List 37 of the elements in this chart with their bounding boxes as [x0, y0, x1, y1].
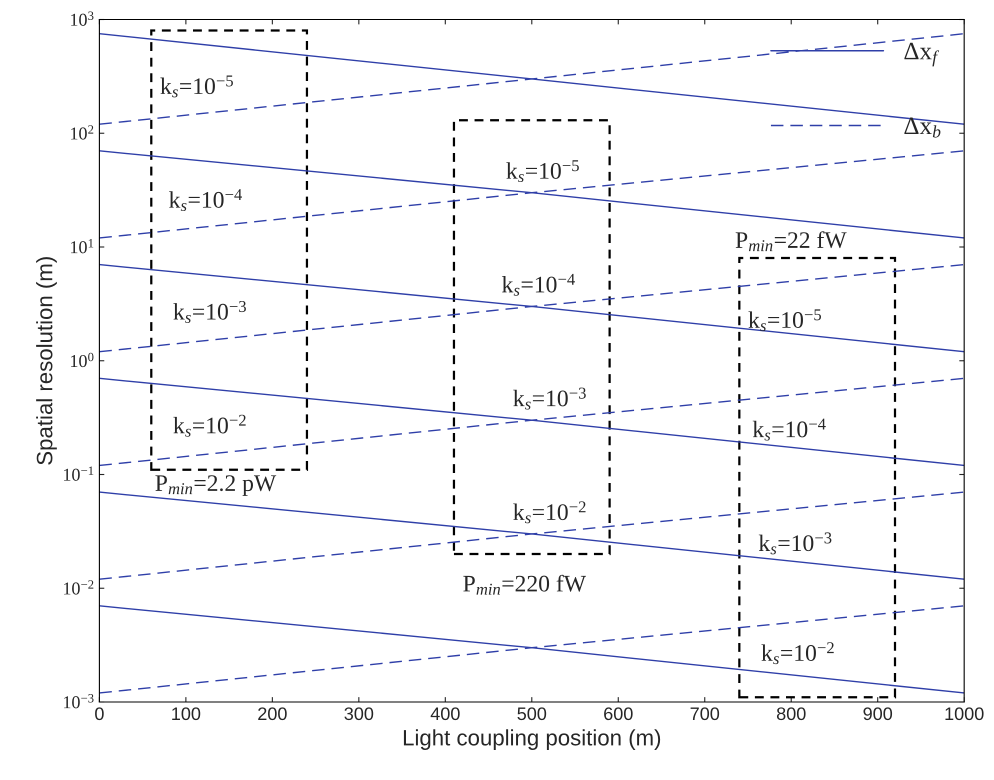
- x-tick-label: 300: [344, 707, 374, 720]
- x-tick-label: 200: [258, 707, 287, 720]
- annotation: k$_{s}$=10$^{−3}$: [173, 300, 246, 323]
- legend-label: Δx$_{f}$: [904, 42, 940, 66]
- annotation: k$_{s}$=10$^{−5}$: [748, 309, 822, 332]
- annotation: P$_{min}$=220 fW: [463, 574, 586, 595]
- annotation: P$_{min}$=2.2 pW: [155, 475, 276, 496]
- x-tick-label: 700: [690, 707, 720, 720]
- annotation: P$_{min}$=22 fW: [736, 231, 847, 252]
- x-tick-label: 600: [604, 707, 633, 720]
- x-tick-label: 500: [517, 707, 546, 720]
- y-tick-label: 10$^{1}$: [71, 239, 94, 254]
- annotation: k$_{s}$=10$^{−3}$: [758, 532, 832, 554]
- annotation: k$_{s}$=10$^{−2}$: [513, 501, 586, 524]
- y-tick-label: 10$^{3}$: [71, 12, 94, 26]
- y-tick-label: 10$^{2}$: [71, 125, 94, 140]
- annotation: k$_{s}$=10$^{−3}$: [513, 388, 586, 410]
- legend-label: Δx$_{b}$: [904, 118, 940, 138]
- x-tick-label: 400: [430, 707, 460, 720]
- y-tick-label: 10$^{−1}$: [64, 466, 94, 481]
- x-tick-label: 800: [776, 707, 806, 720]
- x-axis-title: Light coupling position (m): [404, 729, 660, 750]
- y-axis-title: Spatial resolution (m): [36, 257, 57, 465]
- annotation: k$_{s}$=10$^{−5}$: [160, 76, 233, 98]
- annotation: k$_{s}$=10$^{−2}$: [173, 414, 246, 437]
- y-tick-label: 10$^{0}$: [71, 352, 94, 368]
- y-tick-label: 10$^{−2}$: [64, 580, 94, 595]
- x-tick-label: 1000: [945, 707, 984, 720]
- annotation: k$_{s}$=10$^{−2}$: [761, 642, 834, 664]
- annotation: k$_{s}$=10$^{−4}$: [752, 418, 826, 441]
- annotation: k$_{s}$=10$^{−4}$: [502, 274, 575, 296]
- x-tick-label: 0: [95, 707, 104, 720]
- y-tick-label: 10$^{−3}$: [64, 694, 94, 708]
- x-tick-label: 900: [863, 707, 892, 720]
- x-tick-label: 100: [172, 707, 200, 720]
- annotation: k$_{s}$=10$^{−4}$: [169, 189, 242, 212]
- annotation: k$_{s}$=10$^{−5}$: [506, 160, 579, 182]
